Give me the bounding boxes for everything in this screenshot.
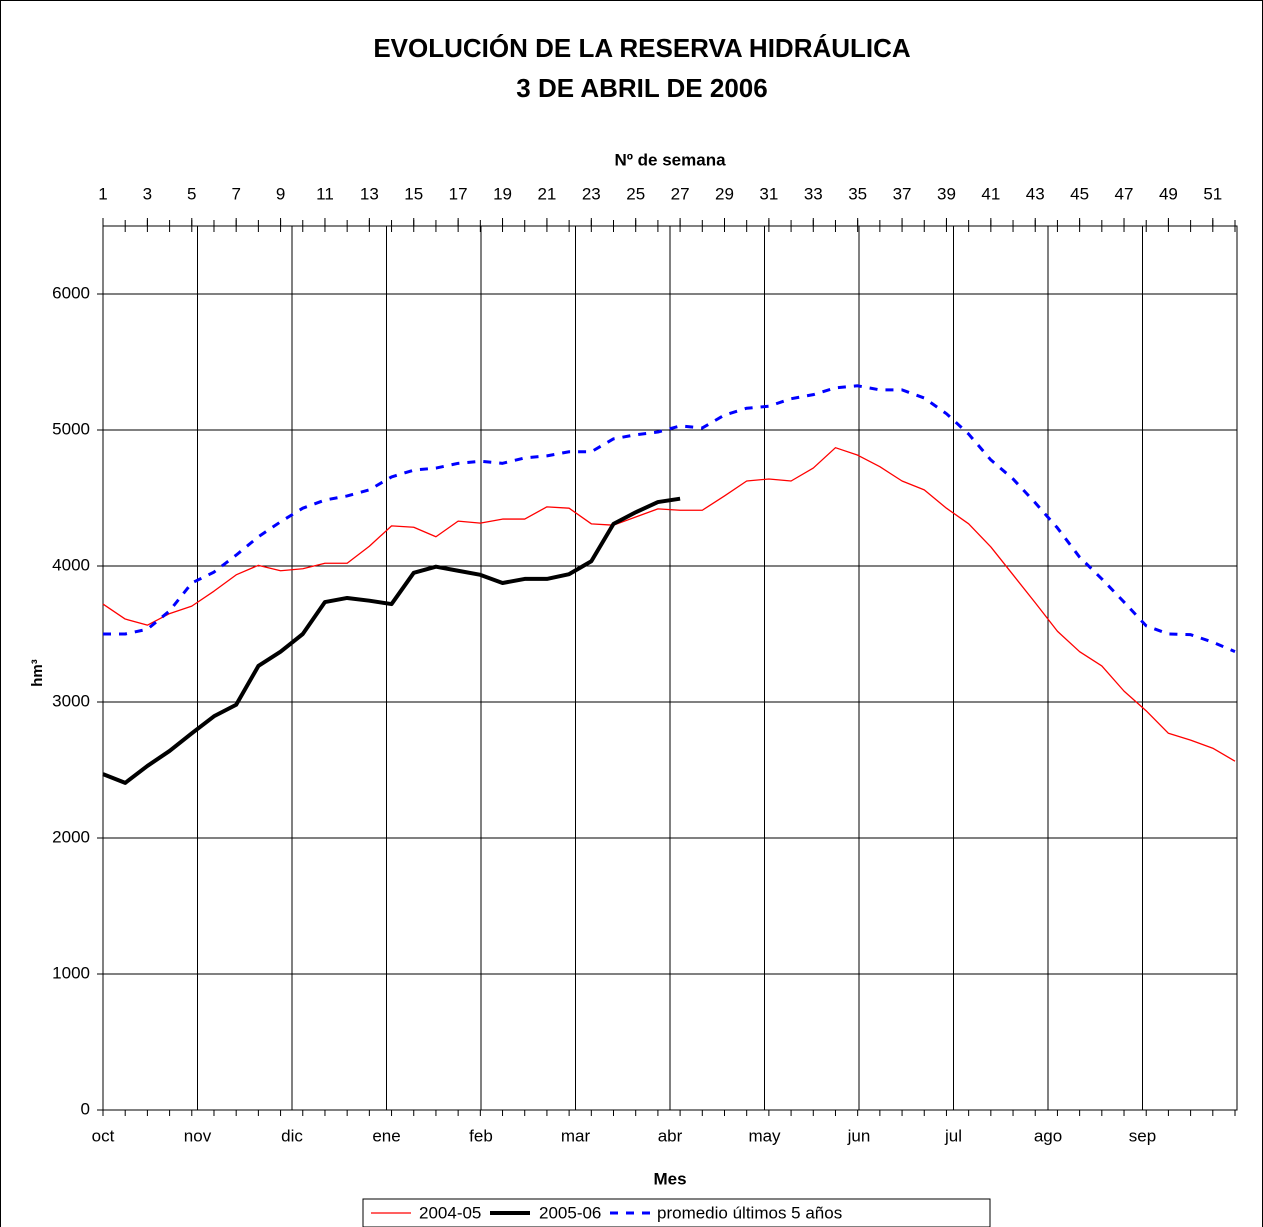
x-tick-label: 17	[449, 184, 468, 203]
x-tick-label: 13	[360, 184, 379, 203]
x-tick-label: 21	[537, 184, 556, 203]
series-line	[102, 447, 1236, 762]
legend-label: 2005-06	[539, 1203, 601, 1222]
month-label: jul	[944, 1126, 962, 1145]
month-label: abr	[658, 1126, 683, 1145]
series-line	[102, 496, 681, 785]
series-line	[103, 384, 1236, 654]
month-label: nov	[184, 1126, 212, 1145]
chart-title: EVOLUCIÓN DE LA RESERVA HIDRÁULICA	[373, 33, 911, 63]
x-tick-label: 33	[804, 184, 823, 203]
month-label: oct	[92, 1126, 115, 1145]
x-tick-label: 39	[937, 184, 956, 203]
x-tick-label: 45	[1070, 184, 1089, 203]
x-tick-label: 49	[1159, 184, 1178, 203]
x-tick-label: 47	[1115, 184, 1134, 203]
x-tick-label: 3	[143, 184, 152, 203]
x-tick-label: 19	[493, 184, 512, 203]
x-tick-label: 15	[404, 184, 423, 203]
x-tick-label: 41	[981, 184, 1000, 203]
month-label: jun	[847, 1126, 871, 1145]
month-label: ago	[1034, 1126, 1062, 1145]
y-tick-label: 0	[81, 1099, 90, 1118]
y-tick-label: 2000	[52, 827, 90, 846]
x-tick-label: 29	[715, 184, 734, 203]
x-tick-label: 5	[187, 184, 196, 203]
month-label: may	[748, 1126, 781, 1145]
month-label: ene	[372, 1126, 400, 1145]
x-tick-label: 51	[1203, 184, 1222, 203]
legend-label: promedio últimos 5 años	[657, 1203, 842, 1222]
x-tick-label: 37	[893, 184, 912, 203]
x-tick-label: 1	[98, 184, 107, 203]
month-label: mar	[561, 1126, 591, 1145]
x-tick-label: 35	[848, 184, 867, 203]
y-tick-label: 3000	[52, 691, 90, 710]
y-tick-label: 4000	[52, 555, 90, 574]
plot-border	[102, 225, 1238, 1111]
x-tick-label: 11	[316, 184, 334, 203]
legend-box	[362, 1198, 991, 1227]
y-tick-label: 1000	[52, 963, 90, 982]
x-tick-label: 25	[626, 184, 645, 203]
x-tick-label: 7	[231, 184, 240, 203]
x-tick-label: 31	[759, 184, 778, 203]
y-tick-label: 6000	[52, 283, 90, 302]
y-axis-title: hm³	[29, 659, 46, 687]
legend-label: 2004-05	[419, 1203, 481, 1222]
month-axis-title: Mes	[653, 1169, 686, 1188]
x-axis-title: Nº de semana	[614, 150, 726, 169]
x-tick-label: 9	[276, 184, 285, 203]
x-tick-label: 43	[1026, 184, 1045, 203]
month-label: feb	[469, 1126, 493, 1145]
month-label: sep	[1129, 1126, 1156, 1145]
chart-subtitle: 3 DE ABRIL DE 2006	[516, 73, 767, 103]
y-tick-label: 5000	[52, 419, 90, 438]
month-label: dic	[281, 1126, 303, 1145]
x-tick-label: 23	[582, 184, 601, 203]
x-tick-label: 27	[671, 184, 690, 203]
